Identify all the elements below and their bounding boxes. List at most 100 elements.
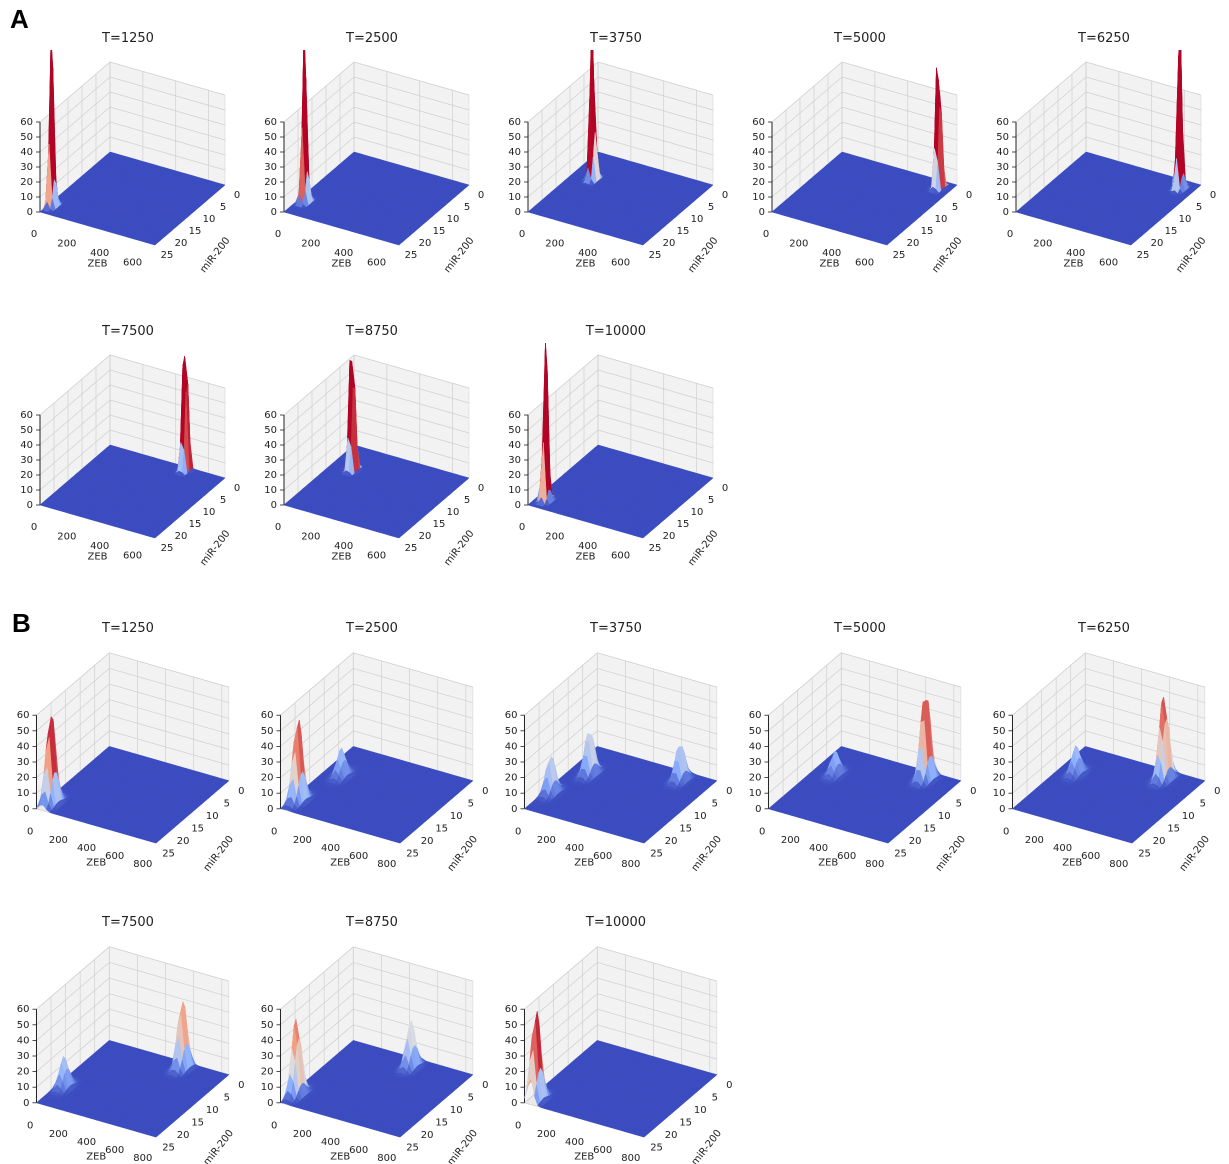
grid-line [109, 61, 226, 96]
grid-line [109, 91, 226, 126]
z-tick-label: 20 [508, 177, 521, 188]
x-axis-label: ZEB [819, 259, 839, 270]
y-tick-label: 15 [433, 226, 446, 237]
z-tick-label: 30 [20, 162, 33, 173]
x-tick-label: 0 [763, 229, 769, 240]
y-tick-label: 20 [907, 238, 920, 249]
y-tick-label: 10 [203, 214, 216, 225]
x-tick-label: 0 [31, 229, 37, 240]
z-tick-label: 40 [20, 147, 33, 158]
z-tick-label: 30 [508, 162, 521, 173]
y-tick-label: 20 [175, 238, 188, 249]
z-tick-label: 60 [508, 117, 521, 128]
y-axis-label: miR-200 [198, 235, 232, 275]
z-tick-label: 30 [264, 162, 277, 173]
grid-line [109, 121, 226, 156]
subplot-title: T=2500 [345, 31, 398, 46]
y-tick-label: 20 [663, 238, 676, 249]
panel-label: A [10, 4, 29, 34]
y-tick-label: 10 [935, 214, 948, 225]
z-tick-label: 0 [271, 207, 277, 218]
x-tick-label: 400 [578, 248, 597, 259]
z-tick-label: 60 [752, 117, 765, 128]
x-axis-label: ZEB [331, 259, 351, 270]
grid-line [283, 91, 355, 153]
y-tick-label: 5 [220, 202, 226, 213]
z-tick-label: 20 [752, 177, 765, 188]
x-tick-label: 600 [123, 257, 142, 268]
y-tick-label: 0 [966, 190, 972, 201]
y-tick-label: 20 [419, 238, 432, 249]
y-tick-label: 10 [691, 214, 704, 225]
z-tick-label: 20 [20, 177, 33, 188]
z-tick-label: 0 [515, 207, 521, 218]
grid-line [283, 61, 355, 123]
subplot-title: T=3750 [589, 31, 642, 46]
x-axis-label: ZEB [87, 259, 107, 270]
y-tick-label: 10 [447, 214, 460, 225]
y-tick-label: 25 [649, 250, 662, 261]
y-tick-label: 15 [189, 226, 202, 237]
y-axis-label: miR-200 [930, 235, 964, 275]
x-tick-label: 0 [275, 229, 281, 240]
grid-line [283, 121, 355, 183]
z-tick-label: 40 [508, 147, 521, 158]
z-tick-label: 50 [20, 132, 33, 143]
grid-line [109, 76, 226, 111]
surface-facet [151, 242, 158, 246]
y-axis-label: miR-200 [686, 235, 720, 275]
y-axis-label: miR-200 [442, 235, 476, 275]
grid-line [283, 136, 355, 198]
x-tick-label: 200 [789, 238, 808, 249]
x-tick-label: 0 [519, 229, 525, 240]
y-tick-label: 15 [677, 226, 690, 237]
z-tick-label: 50 [508, 132, 521, 143]
z-tick-label: 20 [264, 177, 277, 188]
grid-line [283, 106, 355, 168]
x-tick-label: 400 [334, 248, 353, 259]
subplot-title: T=5000 [833, 31, 886, 46]
y-tick-label: 5 [708, 202, 714, 213]
x-tick-label: 200 [545, 238, 564, 249]
y-tick-label: 25 [893, 250, 906, 261]
grid-line [353, 76, 470, 111]
y-tick-label: 0 [234, 190, 240, 201]
z-tick-label: 0 [759, 207, 765, 218]
x-tick-label: 200 [57, 238, 76, 249]
z-tick-label: 50 [264, 132, 277, 143]
subplot-title: T=1250 [101, 31, 154, 46]
grid-line [353, 61, 470, 96]
subplot: T=2500010203040506002004006000510152025Z… [264, 31, 484, 275]
y-tick-label: 0 [722, 190, 728, 201]
y-tick-label: 25 [161, 250, 174, 261]
z-tick-label: 50 [752, 132, 765, 143]
grid-line [109, 106, 226, 141]
subplot: T=1250010203040506002004006000510152025Z… [20, 31, 240, 275]
x-tick-label: 400 [90, 248, 109, 259]
surface [283, 50, 470, 246]
z-tick-label: 40 [264, 147, 277, 158]
subplot: T=5000010203040506002004006000510152025Z… [752, 31, 972, 275]
z-tick-label: 0 [27, 207, 33, 218]
grid-line [353, 136, 470, 171]
x-tick-label: 600 [611, 257, 630, 268]
x-axis-label: ZEB [575, 259, 595, 270]
y-tick-label: 5 [952, 202, 958, 213]
z-tick-label: 60 [264, 117, 277, 128]
z-tick-label: 30 [752, 162, 765, 173]
x-tick-label: 400 [822, 248, 841, 259]
z-tick-label: 40 [752, 147, 765, 158]
surface [39, 50, 226, 246]
z-tick-label: 10 [508, 192, 521, 203]
subplot: T=3750010203040506002004006000510152025Z… [508, 31, 728, 275]
grid-line [353, 106, 470, 141]
z-tick-label: 10 [752, 192, 765, 203]
z-tick-label: 60 [20, 117, 33, 128]
y-tick-label: 25 [405, 250, 418, 261]
y-tick-label: 0 [478, 190, 484, 201]
grid-line [353, 121, 470, 156]
y-tick-label: 5 [464, 202, 470, 213]
panel-label: B [12, 608, 31, 638]
y-tick-label: 15 [921, 226, 934, 237]
